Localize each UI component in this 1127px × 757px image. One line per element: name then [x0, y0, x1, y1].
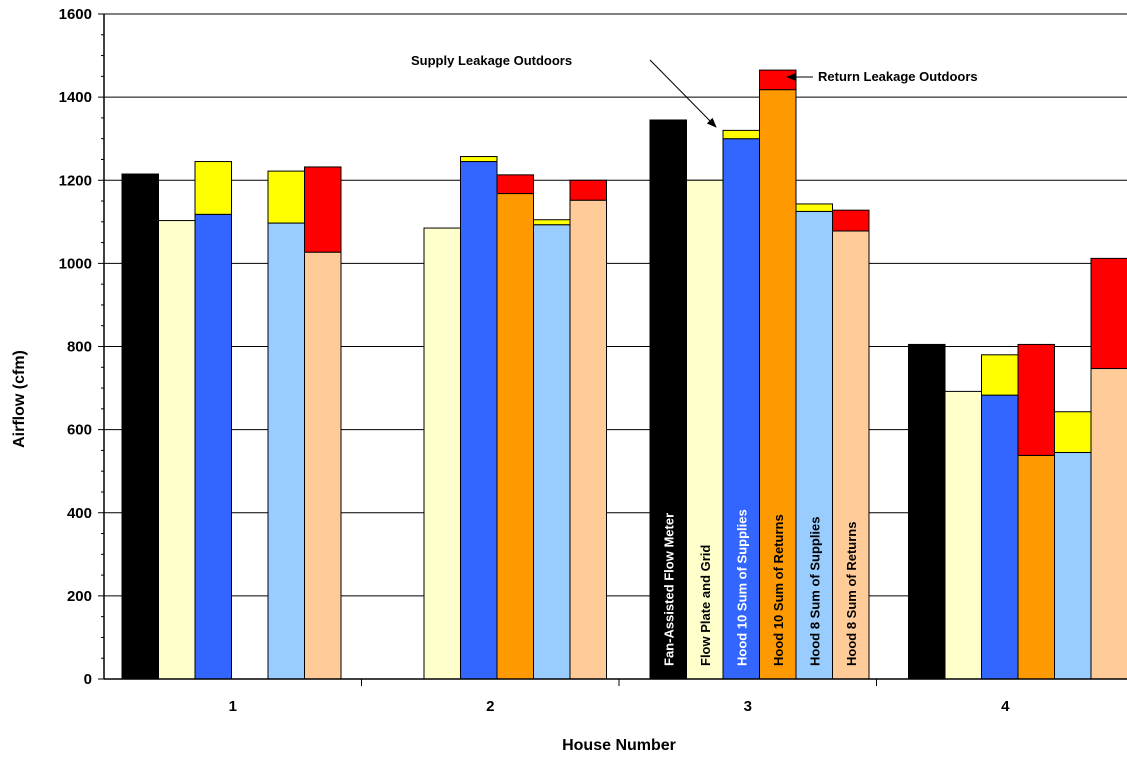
annotation-arrow [649, 59, 717, 128]
annotations: Supply Leakage Outdoors Return Leakage Ou… [411, 53, 978, 128]
bar [981, 394, 1019, 680]
x-tick-label: 3 [744, 698, 752, 715]
bar-labels: Fan-Assisted Flow Meter Flow Plate and Gr… [661, 509, 859, 666]
series-label: Hood 8 Sum of Supplies [807, 516, 822, 666]
bar [649, 119, 687, 680]
bar [158, 220, 196, 680]
y-tick-label: 1200 [59, 172, 92, 189]
series-label: Hood 10 Sum of Supplies [734, 509, 749, 666]
leakage-bar [832, 209, 870, 232]
bar [908, 343, 946, 680]
y-tick-label: 400 [67, 505, 92, 522]
y-tick-label: 1000 [59, 255, 92, 272]
series-label: Flow Plate and Grid [698, 545, 713, 666]
leakage-bar [304, 166, 342, 253]
bar [496, 193, 534, 680]
bars [121, 69, 1127, 680]
y-tick-label: 0 [84, 671, 92, 688]
bar [1090, 368, 1127, 680]
leakage-bar [795, 203, 833, 212]
annotation-supply-leakage: Supply Leakage Outdoors [411, 53, 572, 68]
x-tick-label: 1 [229, 698, 237, 715]
bar [686, 179, 724, 680]
annotation-return-leakage: Return Leakage Outdoors [818, 69, 978, 84]
leakage-bar [1017, 343, 1055, 456]
bar [267, 222, 305, 680]
series-label: Fan-Assisted Flow Meter [661, 513, 676, 666]
y-axis-title: Airflow (cfm) [11, 350, 28, 448]
bar [1017, 454, 1055, 680]
bar [460, 161, 498, 680]
leakage-bar [533, 219, 571, 226]
bar [194, 213, 232, 680]
leakage-bar [496, 174, 534, 195]
series-label: Hood 10 Sum of Returns [771, 514, 786, 666]
leakage-bar [722, 129, 760, 140]
series-label: Hood 8 Sum of Returns [844, 522, 859, 666]
bar [1054, 451, 1092, 680]
bar [121, 173, 159, 680]
leakage-bar [1054, 411, 1092, 453]
leakage-bar [569, 179, 607, 201]
x-tick-label: 4 [1001, 698, 1010, 715]
bar [304, 251, 342, 680]
x-tick-label: 2 [486, 698, 494, 715]
bar [569, 199, 607, 680]
leakage-bar [1090, 257, 1127, 370]
leakage-bar [981, 354, 1019, 396]
bar [944, 390, 982, 680]
y-tick-label: 1400 [59, 89, 92, 106]
tick-labels: 0 200 400 600 800 1000 1200 1400 1600 1 2 3 4 [59, 6, 1010, 715]
bar [533, 224, 571, 680]
x-axis-title: House Number [562, 737, 676, 754]
y-tick-label: 800 [67, 339, 92, 356]
bar [423, 227, 461, 680]
axes [98, 13, 1127, 686]
y-tick-label: 600 [67, 422, 92, 439]
leakage-bar [267, 170, 305, 224]
y-tick-label: 200 [67, 588, 92, 605]
leakage-bar [460, 156, 498, 163]
leakage-bar [759, 69, 797, 91]
leakage-bar [194, 161, 232, 215]
y-tick-label: 1600 [59, 6, 92, 23]
